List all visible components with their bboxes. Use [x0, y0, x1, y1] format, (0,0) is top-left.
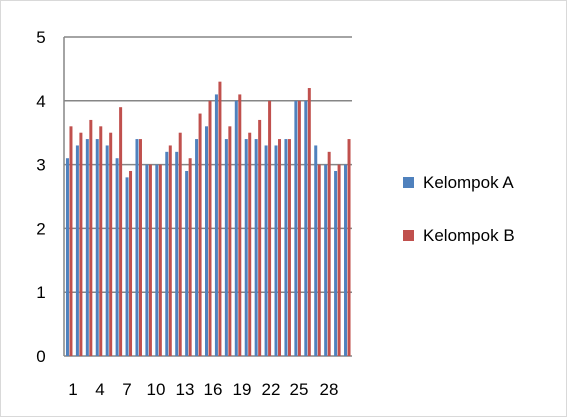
bar-kelompok-a-16	[214, 94, 218, 357]
bar-kelompok-b-18	[238, 94, 242, 357]
x-tick-label: 1	[68, 380, 77, 399]
bar-kelompok-b-15	[208, 100, 212, 356]
bar-kelompok-b-11	[168, 145, 172, 356]
bar-kelompok-a-17	[224, 139, 228, 356]
y-tick-label: 4	[36, 92, 45, 111]
bar-kelompok-a-24	[294, 100, 298, 356]
bar-kelompok-a-27	[324, 164, 328, 356]
bar-kelompok-b-24	[297, 100, 301, 356]
y-tick-label: 1	[36, 283, 45, 302]
x-tick-label: 25	[290, 380, 309, 399]
legend: Kelompok A Kelompok B	[403, 173, 515, 245]
bar-kelompok-a-19	[244, 139, 248, 356]
bar-kelompok-b-25	[307, 88, 311, 356]
bar-kelompok-a-11	[165, 151, 169, 356]
legend-label-kelompok-b: Kelompok B	[423, 226, 515, 245]
bar-kelompok-a-21	[264, 145, 268, 356]
bar-kelompok-a-29	[344, 164, 348, 356]
bar-kelompok-a-9	[145, 164, 149, 356]
x-tick-label: 28	[320, 380, 339, 399]
legend-swatch-kelompok-a	[403, 177, 414, 188]
bar-kelompok-b-12	[178, 132, 182, 356]
bar-kelompok-a-5	[105, 145, 109, 356]
bar-kelompok-a-13	[185, 170, 189, 356]
bar-kelompok-a-10	[155, 164, 159, 356]
bar-kelompok-a-1	[65, 158, 69, 356]
bar-kelompok-a-20	[254, 139, 258, 356]
legend-swatch-kelompok-b	[403, 230, 414, 241]
bar-kelompok-a-3	[85, 139, 89, 356]
bar-kelompok-b-10	[158, 164, 162, 356]
bar-kelompok-a-6	[115, 158, 119, 356]
bar-kelompok-a-7	[125, 177, 129, 356]
bar-kelompok-a-18	[234, 100, 238, 356]
bar-kelompok-b-29	[347, 139, 351, 356]
bar-kelompok-b-13	[188, 158, 192, 356]
x-tick-label: 22	[262, 380, 281, 399]
x-tick-label: 7	[122, 380, 131, 399]
bar-kelompok-b-23	[287, 139, 291, 356]
bar-kelompok-b-4	[99, 126, 103, 356]
y-tick-label: 2	[36, 219, 45, 238]
x-tick-label: 10	[147, 380, 166, 399]
bar-kelompok-a-26	[314, 145, 318, 356]
bar-kelompok-b-9	[148, 164, 152, 356]
bar-kelompok-b-5	[109, 132, 113, 356]
bar-kelompok-a-23	[284, 139, 288, 356]
bar-kelompok-b-7	[129, 170, 133, 356]
bar-kelompok-a-22	[274, 145, 278, 356]
bar-kelompok-b-8	[138, 139, 142, 356]
bar-kelompok-b-27	[327, 151, 331, 356]
bar-kelompok-a-8	[135, 139, 139, 356]
x-tick-label: 4	[95, 380, 104, 399]
bar-kelompok-b-1	[69, 126, 73, 356]
bar-kelompok-a-14	[195, 139, 199, 356]
bar-kelompok-b-16	[218, 81, 222, 356]
bar-kelompok-b-19	[248, 132, 252, 356]
bar-kelompok-a-4	[95, 139, 99, 356]
bar-kelompok-b-20	[258, 119, 262, 356]
x-tick-label: 13	[176, 380, 195, 399]
bar-kelompok-b-21	[268, 100, 272, 356]
bar-kelompok-b-3	[89, 119, 93, 356]
bar-kelompok-a-25	[304, 100, 308, 356]
legend-label-kelompok-a: Kelompok A	[423, 173, 514, 192]
bar-kelompok-a-12	[175, 151, 179, 356]
bar-kelompok-b-17	[228, 126, 232, 356]
bar-kelompok-b-26	[317, 164, 321, 356]
x-tick-label: 19	[233, 380, 252, 399]
bars	[65, 81, 351, 357]
bar-kelompok-a-28	[334, 170, 338, 356]
bar-kelompok-b-2	[79, 132, 83, 356]
x-tick-label: 16	[204, 380, 223, 399]
bar-kelompok-b-28	[337, 164, 341, 356]
bar-kelompok-b-14	[198, 113, 202, 356]
y-tick-label: 3	[36, 156, 45, 175]
bar-kelompok-b-22	[278, 139, 282, 356]
bar-kelompok-a-15	[205, 126, 208, 356]
bar-kelompok-b-6	[119, 107, 123, 357]
bar-kelompok-a-2	[75, 145, 79, 356]
y-tick-label: 0	[36, 347, 45, 366]
y-tick-label: 5	[36, 28, 45, 47]
